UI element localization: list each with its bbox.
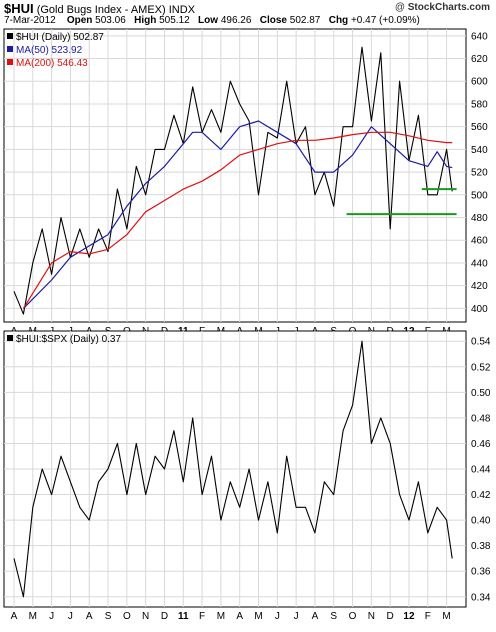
- quote-date: 7-Mar-2012: [4, 15, 56, 26]
- y-tick-label: 0.46: [471, 439, 491, 450]
- x-tick-label: F: [425, 611, 431, 622]
- y-tick-label: 480: [471, 213, 488, 224]
- y-tick-label: 560: [471, 122, 488, 133]
- x-tick-label: F: [199, 611, 205, 622]
- x-tick-label: J: [49, 611, 54, 622]
- x-tick-label: A: [312, 611, 319, 622]
- y-tick-label: 400: [471, 304, 488, 315]
- x-tick-label: M: [29, 611, 37, 622]
- legend-label: MA(50) 523.92: [16, 45, 83, 56]
- close-value: 502.87: [289, 15, 321, 26]
- x-tick-label: D: [161, 611, 168, 622]
- x-tick-label: S: [330, 611, 337, 622]
- credit-site: StockCharts.com: [407, 2, 490, 13]
- x-tick-label: S: [105, 611, 112, 622]
- high-label: High: [134, 15, 157, 26]
- series-line-2: [22, 120, 453, 309]
- x-tick-label: J: [68, 611, 73, 622]
- y-tick-label: 0.38: [471, 541, 491, 552]
- y-tick-label: 0.48: [471, 413, 491, 424]
- y-tick-label: 0.42: [471, 490, 491, 501]
- y-tick-label: 580: [471, 99, 488, 110]
- y-tick-label: 0.40: [471, 516, 491, 527]
- y-tick-label: 420: [471, 281, 488, 292]
- y-tick-label: 0.52: [471, 362, 491, 373]
- low-label: Low: [198, 15, 219, 26]
- y-tick-label: 0.34: [471, 592, 491, 603]
- y-tick-label: 540: [471, 145, 488, 156]
- x-tick-label: N: [368, 611, 375, 622]
- legend-swatch: [7, 46, 13, 52]
- y-tick-label: 0.54: [471, 337, 491, 348]
- panel-1: 400420440460480500520540560580600620640A…: [3, 28, 488, 337]
- series-line-3: [22, 131, 453, 309]
- low-value: 496.26: [220, 15, 252, 26]
- y-tick-label: 460: [471, 236, 488, 247]
- x-tick-label: 11: [178, 611, 189, 622]
- legend-label: $HUI:$SPX (Daily) 0.37: [16, 334, 121, 345]
- exchange: INDX: [168, 4, 196, 16]
- y-tick-label: 440: [471, 258, 488, 269]
- x-tick-label: M: [442, 611, 450, 622]
- close-label: Close: [259, 15, 287, 26]
- panel-2: 0.34 0.36 0.38 0.40 0.42 0.44 0.46 0.48 0.50 0.52…: [3, 330, 491, 622]
- x-tick-label: D: [387, 611, 394, 622]
- x-tick-label: M: [217, 611, 225, 622]
- open-value: 503.06: [95, 15, 126, 26]
- quote-line: 7-Mar-2012 Open 503.06 High 505.12 Low 4…: [4, 15, 420, 26]
- y-tick-label: 0.36: [471, 567, 491, 578]
- y-tick-label: 640: [471, 31, 488, 42]
- y-tick-label: 500: [471, 190, 488, 201]
- y-tick-label: 0.44: [471, 465, 491, 476]
- open-label: Open: [66, 15, 93, 26]
- x-tick-label: 12: [403, 611, 415, 622]
- x-tick-label: J: [294, 611, 299, 622]
- x-tick-label: M: [254, 611, 262, 622]
- series-line-1: [13, 340, 453, 598]
- x-tick-label: J: [275, 611, 280, 622]
- y-tick-label: 600: [471, 77, 488, 88]
- chg-value: +0.47 (+0.09%): [350, 15, 420, 26]
- x-tick-label: N: [142, 611, 149, 622]
- x-tick-label: O: [123, 611, 131, 622]
- plot-area: [3, 28, 467, 323]
- symbol: $HUI: [4, 1, 34, 16]
- x-tick-label: A: [86, 611, 93, 622]
- legend-swatch: [7, 59, 13, 65]
- chg-label: Chg: [328, 15, 349, 26]
- credit-prefix: @: [394, 2, 408, 13]
- legend-label: $HUI (Daily) 502.87: [16, 32, 104, 43]
- symbol-description: (Gold Bugs Index - AMEX): [36, 4, 166, 16]
- y-tick-label: 620: [471, 54, 488, 65]
- credit: @ StockCharts.com: [395, 2, 490, 13]
- legend-swatch: [7, 335, 13, 341]
- y-tick-label: 0.50: [471, 388, 491, 399]
- high-value: 505.12: [159, 15, 190, 26]
- legend-label: MA(200) 546.43: [16, 58, 88, 69]
- x-tick-label: A: [236, 611, 243, 622]
- chart-title: $HUI (Gold Bugs Index - AMEX) INDX: [4, 1, 195, 16]
- series-line-1: [13, 46, 453, 315]
- y-tick-label: 520: [471, 168, 488, 179]
- legend-swatch: [7, 33, 13, 39]
- x-tick-label: A: [11, 611, 18, 622]
- x-tick-label: O: [349, 611, 357, 622]
